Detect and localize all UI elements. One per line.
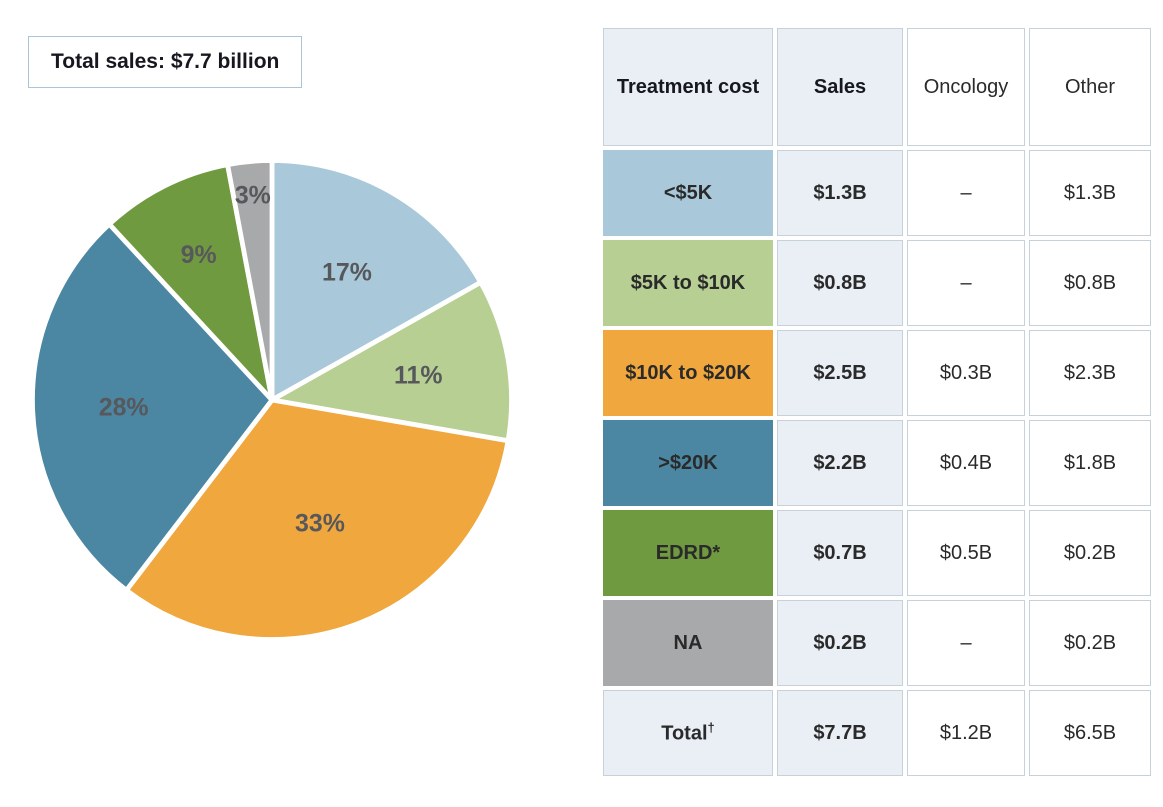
table-header-2: Oncology [907, 28, 1025, 146]
cell-treatment-cost-4: EDRD* [603, 510, 773, 596]
cell-sales-1: $0.8B [777, 240, 903, 326]
cell-oncology-5: – [907, 600, 1025, 686]
table-header-row: Treatment cost Sales Oncology Other [603, 28, 1151, 146]
cell-treatment-cost-0: <$5K [603, 150, 773, 236]
sales-table: Treatment cost Sales Oncology Other <$5K $1.… [599, 24, 1155, 780]
cell-sales-5: $0.2B [777, 600, 903, 686]
cell-oncology-0: – [907, 150, 1025, 236]
pie-label-0: 17% [322, 258, 372, 286]
total-sales-box: Total sales: $7.7 billion [28, 36, 303, 88]
cell-sales-6: $7.7B [777, 690, 903, 776]
cell-oncology-1: – [907, 240, 1025, 326]
cell-other-6: $6.5B [1029, 690, 1151, 776]
pie-chart-svg: 17% 11% 33% 28% 9% 3% [30, 158, 514, 642]
cell-treatment-cost-6: Total† [603, 690, 773, 776]
table-row-4: EDRD* $0.7B $0.5B $0.2B [603, 510, 1151, 596]
pie-slice-1 [269, 279, 514, 444]
pie-chart: 17% 11% 33% 28% 9% 3% [20, 148, 524, 652]
pie-slice-3 [30, 221, 275, 593]
table-row-3: >$20K $2.2B $0.4B $1.8B [603, 420, 1151, 506]
table-row-5: NA $0.2B – $0.2B [603, 600, 1151, 686]
cell-other-0: $1.3B [1029, 150, 1151, 236]
table-header-0: Treatment cost [603, 28, 773, 146]
cell-treatment-cost-3: >$20K [603, 420, 773, 506]
cell-oncology-3: $0.4B [907, 420, 1025, 506]
cell-sales-4: $0.7B [777, 510, 903, 596]
cell-oncology-2: $0.3B [907, 330, 1025, 416]
cell-sales-0: $1.3B [777, 150, 903, 236]
pie-slice-2 [124, 397, 511, 642]
table-row-0: <$5K $1.3B – $1.3B [603, 150, 1151, 236]
pie-slice-5 [225, 158, 275, 403]
table-body: <$5K $1.3B – $1.3B $5K to $10K $0.8B – $0.8B $10… [603, 150, 1151, 776]
dagger-superscript: † [707, 720, 715, 736]
cell-other-3: $1.8B [1029, 420, 1151, 506]
table-row-1: $5K to $10K $0.8B – $0.8B [603, 240, 1151, 326]
pie-label-1: 11% [394, 361, 442, 389]
sales-table-container: Treatment cost Sales Oncology Other <$5K $1.… [599, 24, 1155, 780]
table-row-2: $10K to $20K $2.5B $0.3B $2.3B [603, 330, 1151, 416]
pie-label-3: 28% [99, 394, 149, 422]
table-header-1: Sales [777, 28, 903, 146]
table-row-6: Total† $7.7B $1.2B $6.5B [603, 690, 1151, 776]
cell-oncology-6: $1.2B [907, 690, 1025, 776]
cell-sales-2: $2.5B [777, 330, 903, 416]
cell-treatment-cost-5: NA [603, 600, 773, 686]
pie-label-5: 3% [235, 181, 271, 209]
cell-other-4: $0.2B [1029, 510, 1151, 596]
cell-other-1: $0.8B [1029, 240, 1151, 326]
cell-sales-3: $2.2B [777, 420, 903, 506]
pie-slice-0 [269, 158, 484, 403]
cell-treatment-cost-1: $5K to $10K [603, 240, 773, 326]
cell-other-2: $2.3B [1029, 330, 1151, 416]
cell-other-5: $0.2B [1029, 600, 1151, 686]
cell-treatment-cost-2: $10K to $20K [603, 330, 773, 416]
cell-oncology-4: $0.5B [907, 510, 1025, 596]
table-header-3: Other [1029, 28, 1151, 146]
pie-slice-4 [106, 162, 275, 403]
pie-label-2: 33% [295, 509, 345, 537]
pie-label-4: 9% [181, 241, 217, 269]
